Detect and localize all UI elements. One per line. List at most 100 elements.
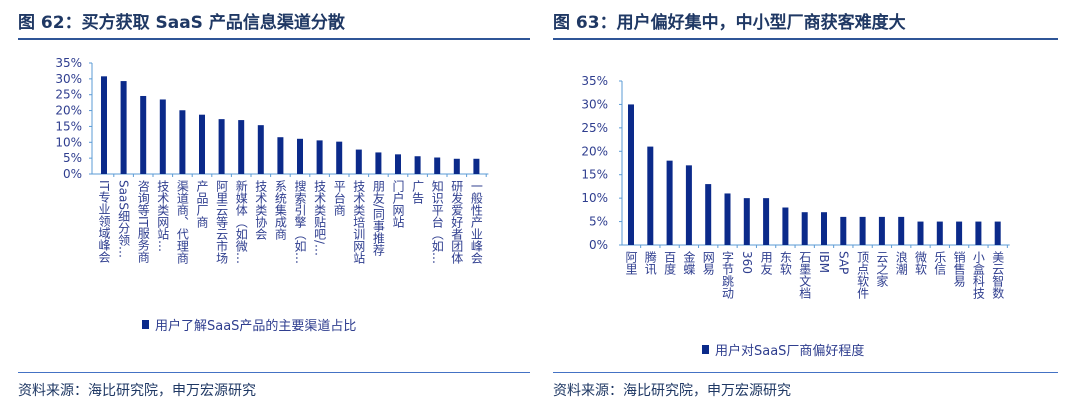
x-tick-label: 浪潮 bbox=[894, 251, 909, 275]
bar bbox=[434, 157, 441, 174]
bar bbox=[975, 221, 982, 245]
bar bbox=[647, 146, 654, 245]
y-tick-label: 5% bbox=[63, 151, 82, 165]
x-tick-label: 乐信 bbox=[932, 251, 947, 275]
title-rule-left bbox=[18, 38, 530, 40]
bar bbox=[297, 138, 303, 174]
legend-label: 用户对SaaS厂商偏好程度 bbox=[715, 344, 865, 359]
bar bbox=[375, 152, 382, 174]
title-rule-right bbox=[553, 38, 1058, 40]
bar bbox=[878, 216, 885, 245]
x-tick-label: 360 bbox=[739, 251, 754, 274]
x-tick-label: SaaS细分领… bbox=[116, 180, 131, 258]
x-tick-label: 咨询等IT服务商 bbox=[136, 180, 151, 263]
x-tick-label: 顶点软件 bbox=[855, 251, 870, 299]
x-tick-label: 技术类网站… bbox=[155, 180, 170, 252]
bar bbox=[743, 198, 750, 245]
bar bbox=[685, 165, 692, 245]
y-tick-label: 20% bbox=[55, 104, 82, 118]
x-tick-label: 销售易 bbox=[952, 251, 967, 287]
legend-swatch bbox=[142, 320, 149, 329]
source-note-right: 资料来源：海比研究院，申万宏源研究 bbox=[553, 383, 791, 399]
source-rule-left bbox=[18, 372, 530, 373]
bar bbox=[840, 216, 847, 245]
bar bbox=[859, 216, 866, 245]
y-tick-label: 0% bbox=[63, 167, 82, 181]
y-tick-label: 20% bbox=[581, 144, 608, 158]
x-tick-label: 平台商 bbox=[332, 180, 347, 216]
bar bbox=[724, 193, 731, 245]
x-tick-label: SAP bbox=[836, 251, 851, 275]
bar bbox=[898, 216, 905, 245]
x-tick-label: 知识平台（如… bbox=[430, 180, 445, 264]
bar bbox=[395, 154, 401, 174]
legend-label: 用户了解SaaS产品的主要渠道占比 bbox=[155, 319, 357, 334]
x-tick-label: 云之家 bbox=[874, 251, 889, 287]
bar bbox=[159, 99, 166, 174]
bar bbox=[821, 212, 827, 245]
x-tick-label: 用友 bbox=[759, 251, 774, 275]
bar bbox=[120, 81, 127, 174]
y-tick-label: 35% bbox=[581, 74, 608, 88]
x-tick-label: IT专业领域峰会 bbox=[97, 180, 111, 263]
x-tick-label: 门户网站 bbox=[391, 180, 405, 228]
bar bbox=[199, 114, 205, 174]
bar bbox=[801, 212, 808, 245]
source-note-left: 资料来源：海比研究院，申万宏源研究 bbox=[18, 383, 256, 399]
x-tick-label: 美云智数 bbox=[990, 251, 1005, 299]
x-tick-label: 金蝶 bbox=[681, 251, 696, 275]
y-tick-label: 15% bbox=[55, 119, 82, 133]
y-tick-label: 10% bbox=[55, 135, 82, 149]
x-tick-label: 腾讯 bbox=[643, 251, 658, 275]
bar bbox=[238, 120, 245, 174]
bar bbox=[956, 221, 963, 245]
bar bbox=[257, 125, 264, 174]
x-tick-label: 研发爱好者团体 bbox=[449, 180, 464, 264]
x-tick-label: 新媒体（如微… bbox=[234, 180, 249, 264]
bar bbox=[994, 221, 1001, 245]
bar bbox=[140, 95, 147, 174]
legend-swatch bbox=[702, 345, 709, 354]
x-tick-label: 朋友/同事推荐 bbox=[371, 180, 386, 257]
x-tick-label: 渠道商、代理商 bbox=[175, 180, 190, 264]
bar bbox=[705, 184, 712, 245]
x-tick-label: 小盒科技 bbox=[971, 251, 986, 299]
bar bbox=[179, 110, 186, 174]
x-tick-label: 阿里 bbox=[624, 251, 638, 275]
x-tick-label: 搜索引擎（如… bbox=[293, 180, 307, 264]
bar bbox=[473, 158, 480, 174]
x-tick-label: 字节跳动 bbox=[720, 251, 735, 299]
bar bbox=[917, 221, 924, 245]
bar bbox=[936, 221, 943, 245]
y-tick-label: 30% bbox=[581, 97, 608, 111]
legend-62: 用户了解SaaS产品的主要渠道占比 bbox=[142, 315, 356, 334]
bar bbox=[763, 198, 770, 245]
y-tick-label: 10% bbox=[581, 191, 608, 205]
y-tick-label: 5% bbox=[589, 215, 608, 229]
y-tick-label: 35% bbox=[55, 56, 82, 70]
y-tick-label: 25% bbox=[581, 121, 608, 135]
x-tick-label: 系统集成商 bbox=[273, 180, 288, 240]
bar bbox=[101, 76, 107, 174]
x-tick-label: 技术类培训网站 bbox=[351, 180, 366, 264]
y-tick-label: 0% bbox=[589, 238, 608, 252]
x-tick-label: 网易 bbox=[701, 251, 716, 275]
x-tick-label: 一般性产业峰会 bbox=[469, 180, 484, 264]
x-tick-label: 百度 bbox=[662, 251, 677, 275]
chart-title-62: 图 62：买方获取 SaaS 产品信息渠道分散 bbox=[18, 13, 345, 33]
bar bbox=[628, 104, 634, 245]
x-tick-label: 技术类贴吧/… bbox=[312, 180, 327, 257]
y-tick-label: 30% bbox=[55, 72, 82, 86]
bar bbox=[355, 149, 362, 174]
x-tick-label: IBM bbox=[817, 251, 831, 274]
bar bbox=[316, 140, 323, 174]
bar bbox=[782, 207, 789, 245]
chart-title-63: 图 63：用户偏好集中，中小型厂商获客难度大 bbox=[553, 13, 906, 33]
source-rule-right bbox=[553, 372, 1058, 373]
legend-63: 用户对SaaS厂商偏好程度 bbox=[702, 340, 864, 359]
bar bbox=[453, 158, 460, 174]
x-tick-label: 产品厂商 bbox=[195, 180, 209, 228]
bar bbox=[336, 141, 343, 174]
x-tick-label: 石墨文档 bbox=[797, 251, 812, 299]
